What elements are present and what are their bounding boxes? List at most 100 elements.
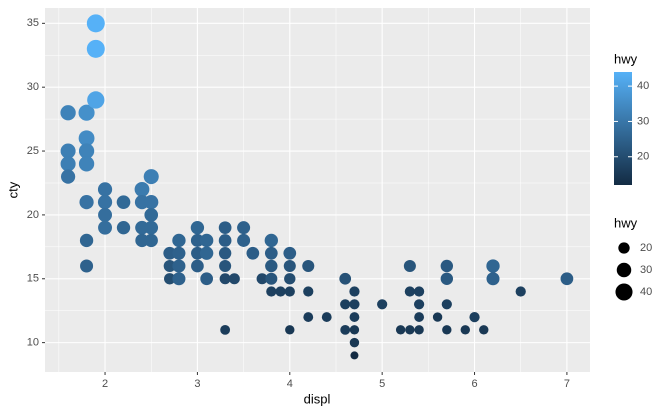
y-tick-label: 25: [27, 145, 39, 157]
x-axis-title: displ: [304, 391, 331, 406]
x-tick-label: 7: [564, 378, 570, 390]
point: [303, 286, 314, 297]
point: [228, 273, 240, 285]
point: [237, 233, 251, 247]
point: [164, 273, 176, 285]
point: [78, 143, 95, 159]
point: [78, 130, 95, 147]
colorbar: [614, 72, 632, 185]
point: [469, 311, 480, 323]
point: [264, 233, 278, 248]
point: [339, 272, 352, 285]
point: [172, 233, 186, 248]
x-tick-label: 4: [287, 378, 293, 390]
point: [266, 286, 277, 297]
size-label: 30: [640, 264, 652, 276]
point: [349, 312, 360, 322]
point: [283, 246, 297, 260]
size-key: [618, 242, 630, 254]
point: [79, 195, 94, 210]
point: [218, 234, 232, 247]
y-tick-label: 20: [27, 209, 39, 221]
point: [413, 299, 425, 310]
point: [116, 221, 131, 235]
point: [200, 272, 214, 286]
point: [86, 14, 105, 33]
point: [515, 286, 526, 297]
point: [218, 247, 232, 260]
point: [486, 259, 500, 273]
point: [349, 325, 360, 335]
point: [80, 259, 94, 273]
point: [172, 246, 186, 260]
point: [144, 195, 159, 210]
point: [98, 220, 113, 235]
size-legend-title: hwy: [614, 215, 638, 230]
point: [219, 273, 231, 285]
point: [191, 259, 204, 273]
point: [78, 156, 95, 172]
point: [486, 272, 500, 286]
point: [460, 325, 470, 335]
point: [414, 312, 425, 322]
point: [60, 105, 76, 121]
point: [560, 272, 574, 286]
point: [218, 221, 232, 235]
point: [144, 233, 158, 248]
point: [163, 259, 176, 273]
point: [440, 272, 454, 285]
point: [98, 207, 113, 222]
point: [340, 299, 351, 310]
point: [199, 233, 214, 248]
point: [414, 325, 424, 335]
point: [284, 273, 296, 285]
y-tick-label: 10: [27, 337, 39, 349]
point: [441, 299, 452, 310]
point: [134, 181, 150, 197]
size-label: 20: [640, 242, 652, 254]
point: [116, 195, 131, 209]
size-key: [615, 283, 633, 301]
point: [413, 286, 425, 297]
x-tick-label: 6: [471, 378, 477, 390]
point: [377, 299, 388, 310]
point: [87, 91, 105, 109]
point: [432, 312, 443, 322]
point: [97, 195, 113, 210]
point: [172, 259, 186, 273]
x-tick-label: 2: [102, 378, 108, 390]
point: [60, 143, 76, 159]
point: [199, 246, 214, 260]
point: [163, 246, 177, 260]
point: [440, 259, 454, 273]
point: [264, 246, 278, 260]
point: [144, 208, 159, 222]
point: [321, 312, 332, 322]
point: [60, 169, 76, 184]
point: [220, 324, 231, 335]
point: [256, 273, 268, 285]
point: [97, 182, 113, 197]
point: [237, 221, 251, 235]
point: [349, 299, 360, 310]
colorbar-label: 20: [637, 151, 649, 163]
point: [285, 325, 295, 335]
point: [442, 325, 452, 335]
point: [405, 325, 415, 335]
point: [78, 104, 95, 121]
point: [144, 220, 159, 235]
y-tick-label: 30: [27, 81, 39, 93]
colorbar-label: 30: [637, 115, 649, 127]
point: [265, 259, 278, 273]
colorbar-label: 40: [637, 80, 649, 92]
x-tick-label: 3: [194, 378, 200, 390]
point: [190, 221, 205, 235]
panel: [45, 8, 590, 372]
point: [395, 325, 406, 335]
point: [340, 324, 351, 335]
point: [265, 272, 278, 285]
point: [191, 246, 204, 260]
point: [350, 351, 359, 360]
size-key: [616, 262, 632, 278]
